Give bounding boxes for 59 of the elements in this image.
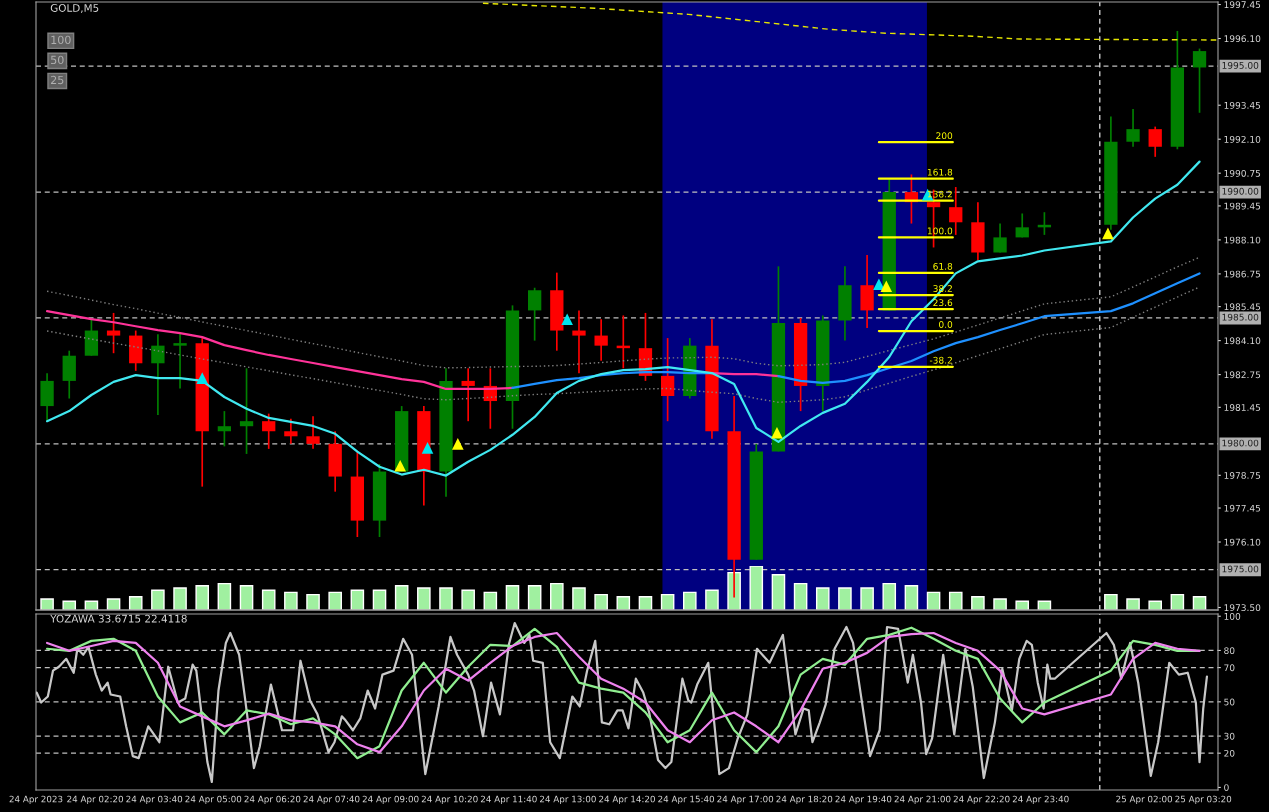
y-tick-label: 80 — [1224, 647, 1235, 655]
x-tick-label: 24 Apr 17:00 — [717, 795, 774, 805]
chart-title: GOLD,M5 — [50, 4, 99, 13]
annotation: 100 — [51, 35, 71, 45]
x-tick-label: 24 Apr 19:40 — [835, 795, 892, 805]
series-label: 200 — [936, 132, 953, 140]
x-tick-label: 24 Apr 06:20 — [244, 795, 301, 805]
x-tick-label: 24 Apr 11:40 — [480, 795, 537, 805]
series-label: 61.8 — [933, 262, 953, 270]
y-tick-label: 1993.45 — [1224, 101, 1261, 109]
annotation: 25 — [51, 75, 64, 85]
chart-title: YOZAWA 33.6715 22.4118 — [50, 614, 187, 623]
y-tick-label: 1992.10 — [1224, 135, 1261, 143]
y-tick-label: 1990.75 — [1224, 169, 1261, 177]
y-tick-label: 1989.45 — [1224, 202, 1261, 210]
x-tick-label: 24 Apr 23:40 — [1012, 795, 1069, 805]
ref-line-label: 1980.00 — [1222, 439, 1259, 447]
series-label: -38.2 — [929, 356, 952, 364]
series-label: 23.6 — [933, 299, 953, 307]
y-tick-label: 50 — [1224, 698, 1235, 706]
x-tick-label: 24 Apr 2023 — [9, 795, 63, 805]
y-tick-label: 1988.10 — [1224, 236, 1261, 244]
x-tick-label: 24 Apr 22:20 — [953, 795, 1010, 805]
y-tick-label: 20 — [1224, 749, 1235, 757]
x-tick-label: 24 Apr 10:20 — [421, 795, 478, 805]
y-tick-label: 1982.75 — [1224, 371, 1261, 379]
y-tick-label: 1997.45 — [1224, 1, 1261, 9]
y-tick-label: 1978.75 — [1224, 472, 1261, 479]
x-tick-label: 24 Apr 02:20 — [67, 795, 124, 805]
y-tick-label: 1985.45 — [1224, 303, 1261, 311]
x-tick-label: 24 Apr 09:00 — [362, 795, 419, 805]
x-tick-label: 24 Apr 05:00 — [185, 795, 242, 805]
y-tick-label: 30 — [1224, 732, 1235, 740]
ref-line-label: 1995.00 — [1222, 61, 1259, 69]
y-tick-label: 70 — [1224, 664, 1235, 672]
ref-line-label: 1975.00 — [1222, 565, 1259, 573]
y-tick-label: 1996.10 — [1224, 35, 1261, 43]
y-tick-label: 1984.10 — [1224, 337, 1261, 345]
x-tick-label: 24 Apr 15:40 — [658, 795, 715, 805]
x-tick-label: 24 Apr 03:40 — [126, 795, 183, 805]
y-tick-label: 0 — [1224, 784, 1229, 791]
x-tick-label: 25 Apr 02:00 — [1116, 795, 1173, 805]
x-tick-label: 24 Apr 13:00 — [540, 795, 596, 805]
annotation: 50 — [51, 55, 64, 65]
y-tick-label: 1986.75 — [1224, 270, 1261, 278]
series-label: 161.8 — [927, 168, 953, 176]
y-tick-label: 1973.50 — [1224, 604, 1261, 612]
ref-line-label: 1985.00 — [1222, 313, 1259, 321]
x-tick-label: 24 Apr 14:20 — [599, 795, 655, 805]
x-tick-label: 24 Apr 07:40 — [303, 795, 360, 805]
y-tick-label: 1981.45 — [1224, 404, 1261, 411]
x-tick-label: 24 Apr 21:00 — [894, 795, 951, 805]
y-tick-label: 1976.10 — [1224, 538, 1261, 546]
series-label: 0.0 — [939, 321, 953, 328]
y-tick-label: 1977.45 — [1224, 504, 1261, 512]
x-tick-label: 25 Apr 03:20 — [1175, 795, 1232, 805]
x-tick-label: 24 Apr 18:20 — [776, 795, 833, 805]
ref-line-label: 1990.00 — [1222, 187, 1259, 195]
y-tick-label: 100 — [1224, 612, 1241, 620]
